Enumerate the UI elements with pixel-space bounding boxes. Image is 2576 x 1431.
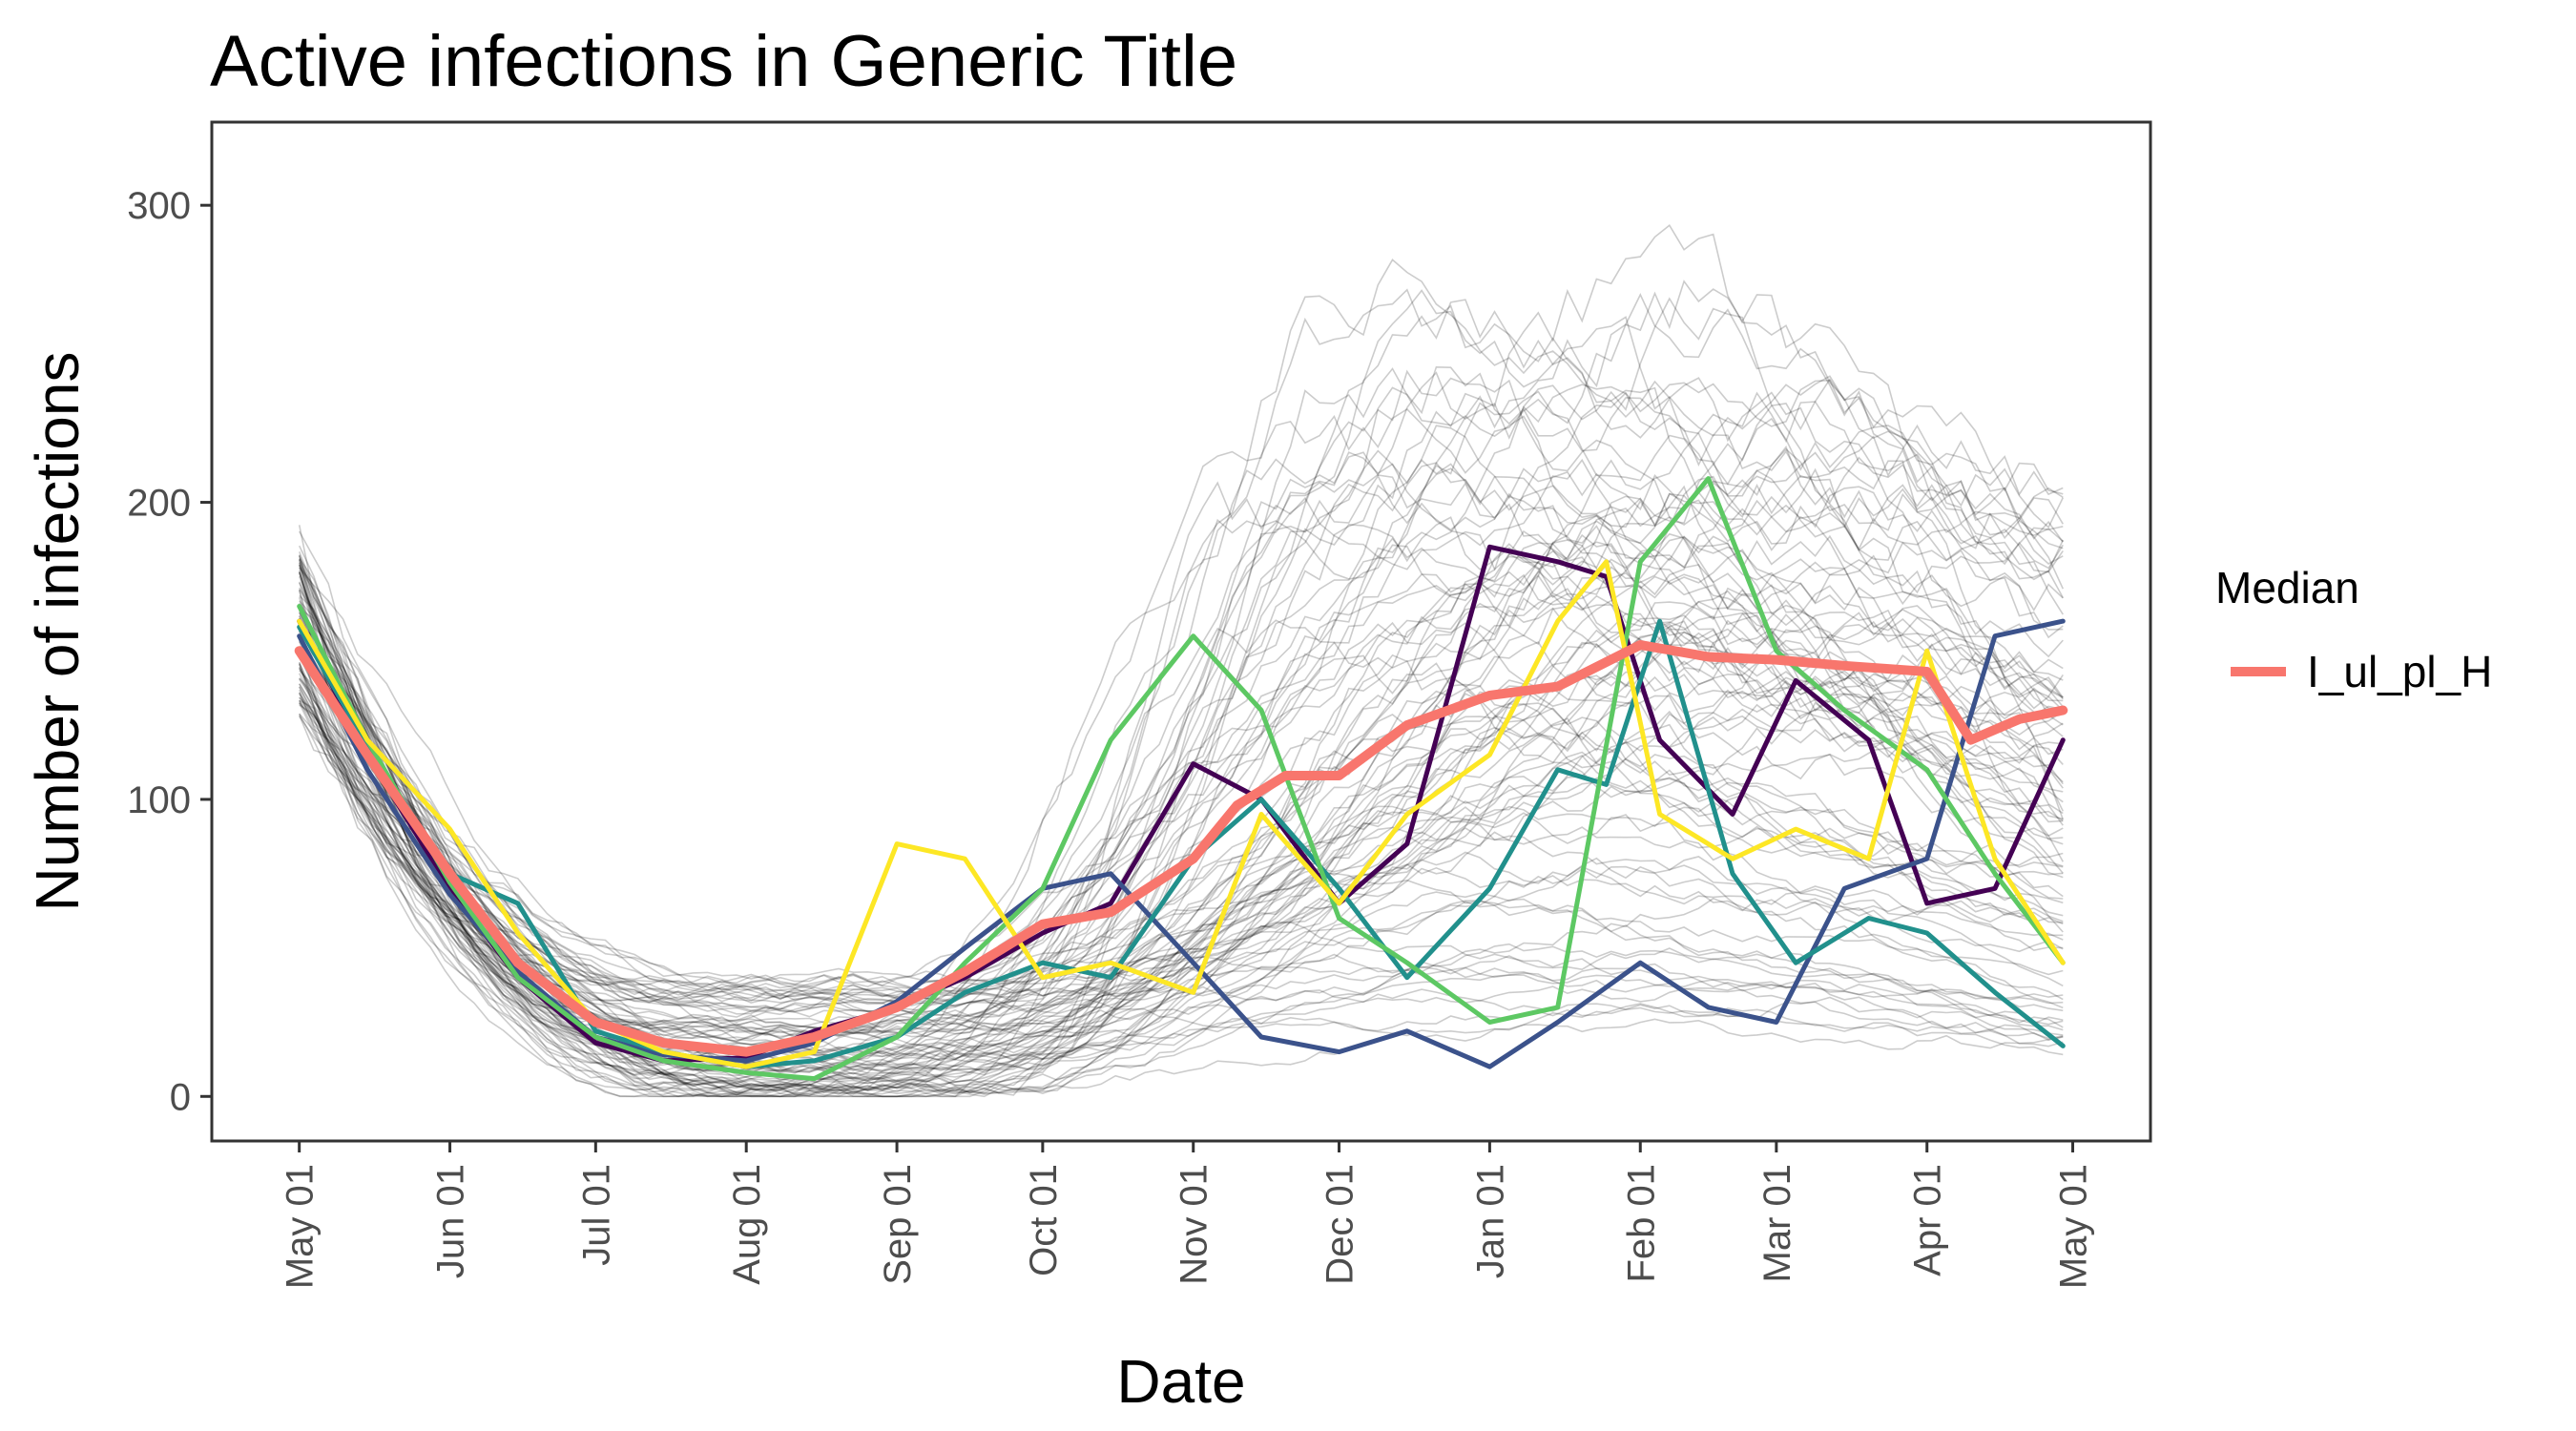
simulation-trajectory	[298, 700, 2064, 1040]
simulation-trajectory	[299, 474, 2064, 991]
trajectory-line	[297, 544, 2066, 1064]
simulation-trajectory	[298, 551, 2064, 1060]
x-tick-label: May 01	[280, 1164, 322, 1289]
x-axis-title: Date	[1116, 1347, 1245, 1416]
simulation-trajectory	[298, 621, 2064, 1043]
simulation-trajectory	[299, 459, 2064, 1006]
simulation-trajectory	[298, 641, 2064, 994]
simulation-trajectory	[298, 451, 2065, 1024]
x-tick-label: Jun 01	[430, 1164, 472, 1278]
simulation-trajectory	[298, 596, 2064, 1098]
simulation-trajectory	[298, 481, 2064, 1004]
simulation-trajectory	[298, 526, 2064, 1018]
y-axis: 0 100 200 300	[127, 185, 212, 1118]
simulation-trajectory	[298, 663, 2064, 1031]
x-tick-label: Dec 01	[1319, 1164, 1361, 1285]
simulation-trajectory	[298, 297, 2065, 1074]
simulation-trajectory	[298, 371, 2065, 1041]
x-tick-label: Sep 01	[877, 1164, 919, 1285]
simulation-trajectory	[299, 608, 2064, 992]
simulation-trajectory	[298, 631, 2064, 1083]
simulation-trajectory	[298, 445, 2065, 1039]
x-tick-label: Feb 01	[1620, 1164, 1662, 1283]
simulation-trajectory	[299, 702, 2064, 1049]
simulation-trajectory	[298, 379, 2064, 1013]
simulation-trajectory	[298, 458, 2064, 1098]
simulation-trajectory	[298, 655, 2064, 1083]
simulation-trajectory	[298, 611, 2064, 1050]
simulation-trajectory	[298, 369, 2064, 1034]
y-axis-title: Number of infections	[23, 352, 92, 912]
x-tick-label: Apr 01	[1907, 1164, 1949, 1276]
legend-label-median: I_ul_pl_H	[2307, 647, 2492, 696]
x-tick-label: Jan 01	[1469, 1164, 1511, 1278]
simulation-trajectory	[299, 293, 2064, 1043]
simulation-trajectory	[299, 612, 2064, 1050]
simulation-trajectory	[299, 667, 2064, 1095]
plot-panel-border	[210, 120, 2152, 1143]
x-tick-label: Nov 01	[1174, 1164, 1215, 1285]
y-tick-label: 0	[170, 1076, 191, 1118]
x-tick-label: Jul 01	[575, 1164, 617, 1266]
simulation-trajectory	[298, 607, 2064, 1093]
y-tick-label: 300	[127, 185, 191, 227]
x-tick-label: Oct 01	[1023, 1164, 1065, 1276]
simulation-trajectory	[299, 280, 2064, 993]
simulation-trajectory	[298, 259, 2064, 1098]
legend: Median I_ul_pl_H	[2215, 563, 2492, 696]
simulation-trajectory	[298, 365, 2064, 1033]
simulation-trajectory	[299, 224, 2064, 1098]
legend-title: Median	[2215, 563, 2359, 612]
x-tick-label: May 01	[2053, 1164, 2095, 1289]
y-tick-label: 100	[127, 779, 191, 821]
highlighted-series	[294, 476, 2068, 1082]
chart-title: Active infections in Generic Title	[210, 21, 1237, 102]
trajectory-line	[297, 476, 2066, 1082]
simulation-trajectory	[298, 715, 2064, 1003]
x-tick-label: Aug 01	[726, 1164, 768, 1285]
simulation-trajectory	[299, 539, 2064, 1035]
x-axis: May 01 Jun 01 Jul 01 Aug 01 Sep 01 Oct 01 Nov …	[280, 1141, 2095, 1289]
simulation-trajectory	[298, 533, 2064, 1098]
simulation-trajectory	[298, 299, 2065, 1029]
y-tick-label: 200	[127, 483, 191, 525]
simulation-trajectory	[298, 640, 2064, 1028]
simulation-trajectory	[298, 590, 2064, 1091]
simulation-trajectory	[299, 600, 2064, 1098]
median-series-line	[294, 640, 2068, 1057]
x-tick-label: Mar 01	[1756, 1164, 1798, 1283]
simulation-trajectory	[299, 557, 2064, 1012]
simulation-trajectory	[298, 525, 2064, 1098]
simulation-trajectory	[298, 562, 2064, 1029]
trajectory-line	[297, 618, 2066, 1069]
simulation-trajectory	[299, 289, 2064, 1036]
